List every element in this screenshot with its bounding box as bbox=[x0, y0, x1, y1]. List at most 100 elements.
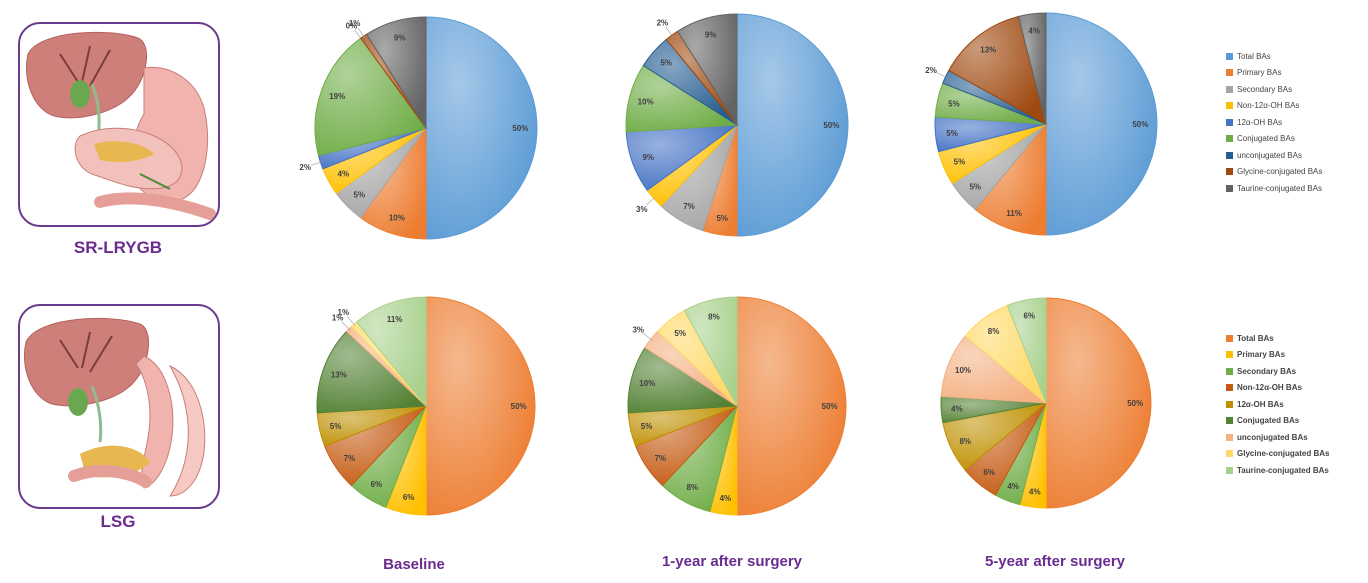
data-label: 5% bbox=[954, 157, 966, 166]
data-label: 3% bbox=[636, 205, 648, 214]
data-label: 6% bbox=[1023, 311, 1035, 320]
legend-item: Conjugated BAs bbox=[1226, 413, 1329, 430]
data-label: 8% bbox=[959, 437, 971, 446]
data-label: 13% bbox=[331, 371, 347, 380]
legend-item: unconjugated BAs bbox=[1226, 429, 1329, 446]
legend-item: Glycine-conjugated BAs bbox=[1226, 446, 1329, 463]
legend-item: 12α-OH BAs bbox=[1226, 396, 1329, 413]
pie-slice bbox=[1045, 297, 1152, 509]
pie-slice bbox=[316, 330, 428, 414]
leader-line bbox=[341, 321, 351, 331]
data-label: 9% bbox=[642, 153, 654, 162]
legend-label: Conjugated BAs bbox=[1237, 134, 1295, 144]
legend-swatch bbox=[1226, 135, 1233, 143]
legend-item: Glycine-conjugated BAs bbox=[1226, 164, 1322, 181]
legend-item: Primary BAs bbox=[1226, 65, 1322, 82]
pie-slice bbox=[425, 16, 538, 240]
data-label: 50% bbox=[512, 124, 528, 133]
data-label: 4% bbox=[1028, 26, 1040, 35]
legend-label: unconjugated BAs bbox=[1237, 432, 1308, 442]
legend-label: Taurine-conjugated BAs bbox=[1237, 183, 1322, 193]
data-label: 4% bbox=[720, 494, 732, 503]
data-label: 5% bbox=[674, 329, 686, 338]
column-label-1-year: 1-year after surgery bbox=[661, 553, 803, 570]
data-label: 5% bbox=[330, 422, 342, 431]
data-label: 5% bbox=[946, 129, 958, 138]
legend-item: Taurine-conjugated BAs bbox=[1226, 462, 1329, 479]
pie-slice bbox=[736, 13, 849, 237]
pie-slice bbox=[314, 37, 427, 157]
data-label: 0% bbox=[346, 21, 358, 30]
leader-line bbox=[357, 27, 365, 39]
leader-line bbox=[646, 196, 656, 206]
leader-line bbox=[665, 26, 674, 37]
column-label-5-year: 5-year after surgery bbox=[984, 553, 1126, 570]
legend-swatch bbox=[1226, 118, 1233, 126]
data-label: 2% bbox=[925, 66, 937, 75]
data-label: 8% bbox=[988, 327, 1000, 336]
legend-lsg: Total BAs Primary BAs Secondary BAs Non-12α… bbox=[1226, 330, 1329, 479]
data-label: 10% bbox=[638, 98, 654, 107]
leader-line bbox=[347, 316, 356, 326]
legend-swatch bbox=[1226, 384, 1233, 392]
pie-slice bbox=[736, 296, 847, 516]
legend-label: Total BAs bbox=[1237, 333, 1274, 343]
legend-item: Non-12α-OH BAs bbox=[1226, 380, 1329, 397]
data-label: 4% bbox=[338, 169, 350, 178]
data-label: 1% bbox=[349, 19, 361, 28]
column-label-baseline: Baseline bbox=[383, 556, 445, 573]
pie-slice bbox=[1017, 12, 1047, 125]
data-label: 11% bbox=[1006, 209, 1022, 218]
legend-item: 12α-OH BAs bbox=[1226, 114, 1322, 131]
legend-label: Primary BAs bbox=[1237, 350, 1286, 360]
data-label: 8% bbox=[708, 312, 720, 321]
legend-swatch bbox=[1226, 85, 1233, 93]
data-label: 9% bbox=[705, 30, 717, 39]
data-label: 5% bbox=[948, 99, 960, 108]
data-label: 4% bbox=[951, 405, 963, 414]
legend-swatch bbox=[1226, 151, 1233, 159]
data-label: 2% bbox=[299, 163, 311, 172]
legend-label: 12α-OH BAs bbox=[1237, 117, 1283, 127]
legend-label: Glycine-conjugated BAs bbox=[1237, 449, 1330, 459]
legend-item: Conjugated BAs bbox=[1226, 131, 1322, 148]
legend-item: Taurine-conjugated BAs bbox=[1226, 180, 1322, 197]
data-label: 7% bbox=[655, 454, 667, 463]
legend-label: Conjugated BAs bbox=[1237, 416, 1300, 426]
data-label: 1% bbox=[338, 308, 350, 317]
data-label: 13% bbox=[980, 45, 996, 54]
legend-swatch bbox=[1226, 334, 1233, 342]
legend-label: Secondary BAs bbox=[1237, 84, 1293, 94]
data-label: 50% bbox=[823, 121, 839, 130]
group-label-lsg: LSG bbox=[100, 512, 136, 531]
pie-slice bbox=[365, 16, 427, 130]
data-label: 6% bbox=[403, 493, 415, 502]
data-label: 6% bbox=[983, 468, 995, 477]
legend-swatch bbox=[1226, 400, 1233, 408]
legend-swatch bbox=[1226, 433, 1233, 441]
legend-swatch bbox=[1226, 351, 1233, 359]
legend-item: Total BAs bbox=[1226, 48, 1322, 65]
data-label: 5% bbox=[354, 191, 366, 200]
data-label: 5% bbox=[716, 214, 728, 223]
legend-label: Total BAs bbox=[1237, 51, 1271, 61]
legend-swatch bbox=[1226, 367, 1233, 375]
pie-slice bbox=[1006, 297, 1047, 404]
lsg-illustration bbox=[18, 304, 220, 509]
leader-line bbox=[310, 161, 323, 166]
legend-swatch bbox=[1226, 102, 1233, 110]
legend-label: Non-12α-OH BAs bbox=[1237, 101, 1300, 111]
legend-swatch bbox=[1226, 184, 1233, 192]
pie-slice bbox=[425, 296, 536, 516]
data-label: 1% bbox=[332, 314, 344, 323]
legend-item: Non-12α-OH BAs bbox=[1226, 98, 1322, 115]
data-label: 10% bbox=[389, 214, 405, 223]
data-label: 11% bbox=[387, 315, 403, 324]
data-label: 9% bbox=[394, 33, 406, 42]
data-label: 8% bbox=[687, 483, 699, 492]
data-label: 7% bbox=[683, 202, 695, 211]
legend-label: Glycine-conjugated BAs bbox=[1237, 167, 1323, 177]
sr-lrygb-illustration bbox=[18, 22, 220, 227]
legend-swatch bbox=[1226, 168, 1233, 176]
lsg-anatomy-drawing bbox=[24, 317, 206, 497]
